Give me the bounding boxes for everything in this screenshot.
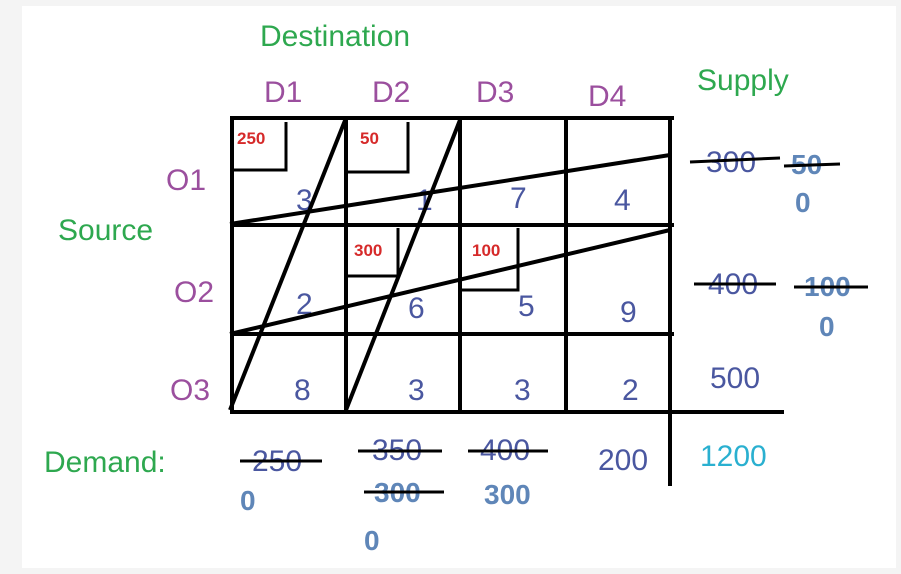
row-o2-cross-line xyxy=(229,228,671,336)
supply-o1-update-2: 0 xyxy=(795,187,811,218)
row-o1-cross-line xyxy=(229,153,671,226)
destination-title: Destination xyxy=(260,20,410,53)
allocation-o2-d3: 100 xyxy=(472,241,500,260)
supply-o1-strike xyxy=(689,156,781,164)
cost-o1-d3: 7 xyxy=(510,182,527,215)
source-title: Source xyxy=(58,214,153,247)
source-header-o2: O2 xyxy=(174,276,214,309)
demand-d2-update-2: 0 xyxy=(364,525,380,556)
destination-header-d2: D2 xyxy=(372,76,410,109)
allocation-o1-d2: 50 xyxy=(360,129,379,148)
supply-o2-update-2: 0 xyxy=(819,311,835,342)
destination-header-d3: D3 xyxy=(476,76,514,109)
cost-o3-d4: 2 xyxy=(622,374,639,407)
supply-o1-original: 300 xyxy=(706,146,756,179)
cost-o2-d3: 5 xyxy=(518,290,535,323)
allocation-box-o1-d2 xyxy=(348,122,410,174)
table-grid xyxy=(230,116,784,486)
demand-label: Demand: xyxy=(44,446,166,479)
source-header-o1: O1 xyxy=(166,164,206,197)
allocation-o1-d1: 250 xyxy=(237,129,265,148)
column-d2-cross-line xyxy=(344,119,462,411)
destination-header-d4: D4 xyxy=(588,80,626,113)
cost-o2-d1: 2 xyxy=(296,288,313,321)
cost-o2-d2: 6 xyxy=(408,292,425,325)
cost-o3-d2: 3 xyxy=(408,374,425,407)
source-header-o3: O3 xyxy=(170,374,210,407)
supply-title: Supply xyxy=(697,64,789,97)
total-value: 1200 xyxy=(700,440,767,473)
allocation-box-o1-d1 xyxy=(232,122,288,172)
cost-o1-d4: 4 xyxy=(614,184,631,217)
demand-d4-value: 200 xyxy=(598,444,648,477)
cost-o3-d1: 8 xyxy=(294,374,311,407)
column-d1-cross-line xyxy=(228,117,348,411)
cost-o3-d3: 3 xyxy=(514,374,531,407)
supply-o1-update-strike xyxy=(783,162,841,168)
demand-d3-update-1: 300 xyxy=(484,479,531,510)
cancelled-lines xyxy=(228,117,671,411)
destination-header-d1: D1 xyxy=(264,76,302,109)
cost-o2-d4: 9 xyxy=(620,296,637,329)
supply-o3-value: 500 xyxy=(710,362,760,395)
allocation-box-o2-d3 xyxy=(462,228,520,292)
allocation-o2-d2: 300 xyxy=(354,241,382,260)
demand-d1-update-1: 0 xyxy=(240,485,256,516)
